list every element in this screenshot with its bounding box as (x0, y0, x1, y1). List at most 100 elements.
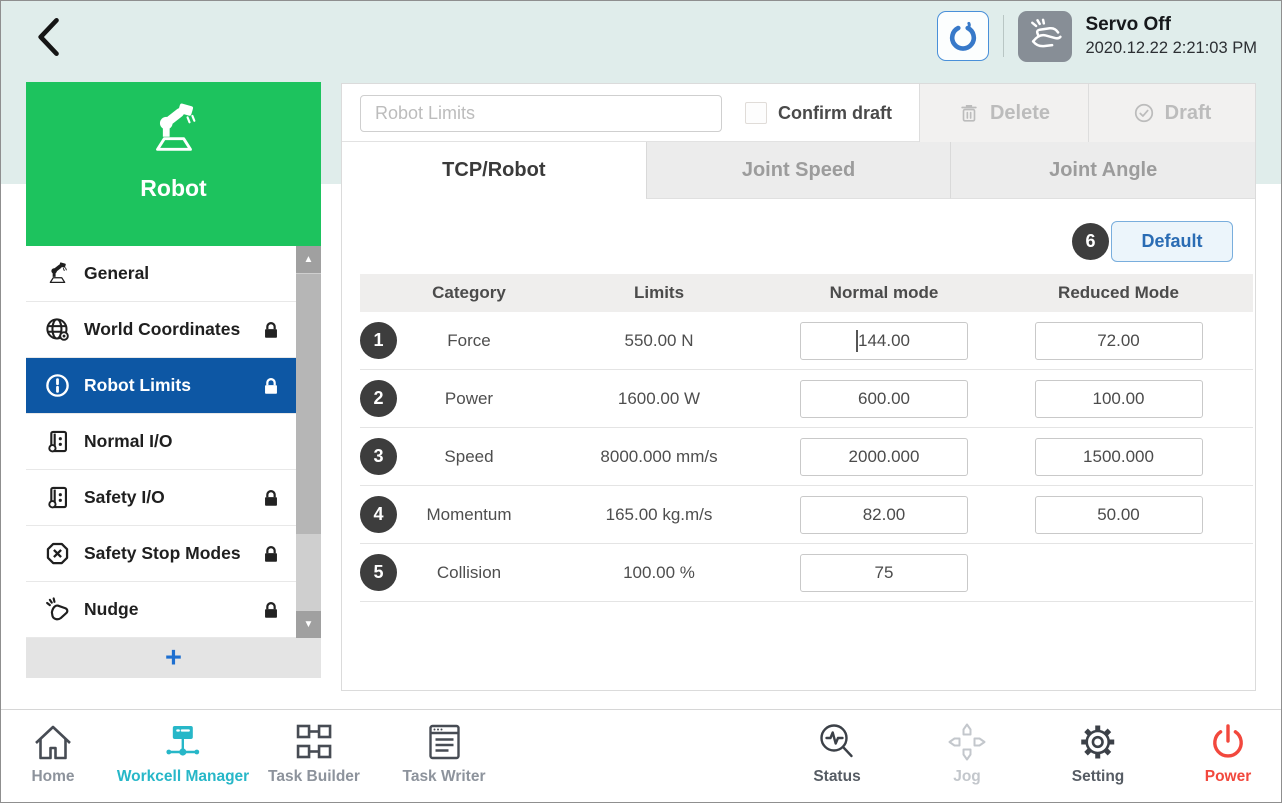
circle-x-icon (44, 540, 71, 567)
tab-content: 6 Default Category Limits Normal mode Re… (342, 199, 1255, 602)
lock-icon (260, 543, 282, 565)
callout-badge-1: 1 (360, 322, 397, 359)
normal-mode-input[interactable] (800, 437, 968, 476)
reduced-mode-input[interactable] (1034, 437, 1203, 476)
plus-icon: + (165, 642, 182, 674)
sidebar-scrollbar[interactable]: ▲ ▼ (296, 246, 321, 638)
limit-cell: 1600.00 W (617, 388, 701, 408)
toolbar: Confirm draft Delete Draft (342, 84, 1255, 142)
scrollbar-thumb[interactable] (296, 274, 321, 534)
tab-joint-angle[interactable]: Joint Angle (950, 142, 1256, 199)
normal-mode-input[interactable] (800, 553, 968, 592)
nav-power[interactable]: Power (1204, 718, 1252, 786)
sidebar-item-safety-stop-modes[interactable]: Safety Stop Modes (26, 526, 296, 582)
nav-label: Home (31, 768, 75, 785)
callout-badge-6: 6 (1072, 223, 1109, 260)
reduced-mode-input[interactable] (1034, 379, 1203, 418)
confirm-draft: Confirm draft (745, 84, 892, 142)
tab-bar: TCP/Robot Joint Speed Joint Angle (342, 142, 1256, 199)
status-icon (813, 718, 861, 766)
workcell-card-robot[interactable]: Robot (26, 82, 321, 246)
normal-mode-input[interactable] (800, 379, 968, 418)
sidebar-item-label: Normal I/O (84, 431, 173, 451)
name-input[interactable] (360, 95, 722, 132)
scroll-up-button[interactable]: ▲ (296, 246, 321, 273)
callout-badge-3: 3 (360, 438, 397, 475)
tab-joint-speed[interactable]: Joint Speed (645, 142, 951, 199)
hand-guiding-icon (1018, 10, 1073, 62)
sidebar-item-normal-io[interactable]: Normal I/O (26, 414, 296, 470)
draft-button[interactable]: Draft (1088, 84, 1255, 142)
sidebar-item-label: Robot Limits (84, 375, 191, 395)
header-normal-mode: Normal mode (829, 283, 939, 302)
top-bar: Servo Off 2020.12.22 2:21:03 PM (1, 1, 1281, 71)
sidebar-item-nudge[interactable]: Nudge (26, 582, 296, 638)
category-cell: Power (444, 388, 494, 408)
workcell-card-label: Robot (140, 175, 207, 201)
sidebar: Robot General World Coordinates Robot Li… (26, 82, 321, 678)
callout-badge-2: 2 (360, 380, 397, 417)
nav-label: Jog (953, 768, 981, 785)
table-header: Category Limits Normal mode Reduced Mode (360, 274, 1253, 312)
servo-status: Servo Off (1085, 14, 1171, 35)
robot-arm-icon (143, 98, 205, 160)
jog-icon (943, 718, 991, 766)
robot-select-button[interactable] (937, 11, 990, 61)
io-port-icon (44, 428, 71, 455)
nav-label: Power (1204, 768, 1252, 785)
sidebar-item-label: Safety I/O (84, 487, 165, 507)
sidebar-item-label: General (84, 263, 150, 283)
nav-label: Task Writer (402, 768, 486, 785)
normal-mode-input[interactable] (800, 495, 968, 534)
nav-status[interactable]: Status (813, 718, 861, 786)
back-icon (28, 11, 72, 63)
limit-cell: 8000.000 mm/s (600, 446, 718, 466)
trash-icon (958, 102, 980, 124)
back-button[interactable] (27, 11, 73, 61)
task-writer-icon (420, 718, 468, 766)
reduced-mode-input[interactable] (1034, 321, 1203, 360)
nav-setting[interactable]: Setting (1072, 718, 1124, 786)
text-caret (856, 329, 858, 352)
limit-cell: 550.00 N (624, 330, 694, 350)
circle-exclamation-icon (44, 372, 71, 399)
nav-task-builder[interactable]: Task Builder (268, 718, 360, 786)
home-icon (29, 718, 77, 766)
sidebar-item-general[interactable]: General (26, 246, 296, 302)
limit-cell: 100.00 % (623, 562, 695, 582)
normal-mode-input[interactable] (800, 321, 968, 360)
table-row-force: 1 Force 550.00 N (360, 312, 1253, 370)
table-row-power: 2 Power 1600.00 W (360, 370, 1253, 428)
header-category: Category (432, 283, 506, 302)
header-reduced-mode: Reduced Mode (1058, 283, 1179, 302)
check-circle-icon (1133, 102, 1155, 124)
category-cell: Collision (436, 562, 502, 582)
table-row-speed: 3 Speed 8000.000 mm/s (360, 428, 1253, 486)
bottom-nav: Home Workcell Manager Task Builder Task … (1, 709, 1281, 802)
add-workcell-item-button[interactable]: + (26, 638, 321, 678)
delete-button[interactable]: Delete (919, 84, 1088, 142)
robot-gripper-icon (947, 20, 979, 52)
delete-label: Delete (989, 101, 1051, 124)
default-button[interactable]: Default (1111, 221, 1233, 262)
nav-home[interactable]: Home (29, 718, 77, 786)
sidebar-item-world-coordinates[interactable]: World Coordinates (26, 302, 296, 358)
setting-icon (1074, 718, 1122, 766)
lock-icon (260, 319, 282, 341)
nav-jog[interactable]: Jog (943, 718, 991, 786)
sidebar-item-safety-io[interactable]: Safety I/O (26, 470, 296, 526)
sidebar-item-label: Nudge (84, 599, 139, 619)
scroll-down-button[interactable]: ▼ (296, 611, 321, 638)
draft-label: Draft (1164, 101, 1212, 124)
reduced-mode-input[interactable] (1034, 495, 1203, 534)
power-icon (1204, 718, 1252, 766)
table-row-momentum: 4 Momentum 165.00 kg.m/s (360, 486, 1253, 544)
header-limits: Limits (633, 283, 685, 302)
confirm-draft-checkbox[interactable] (745, 102, 767, 124)
io-port-icon (44, 484, 71, 511)
nav-workcell-manager[interactable]: Workcell Manager (117, 718, 249, 786)
sidebar-item-robot-limits[interactable]: Robot Limits (26, 358, 296, 414)
nav-task-writer[interactable]: Task Writer (403, 718, 486, 786)
tab-tcp-robot[interactable]: TCP/Robot (342, 142, 646, 199)
